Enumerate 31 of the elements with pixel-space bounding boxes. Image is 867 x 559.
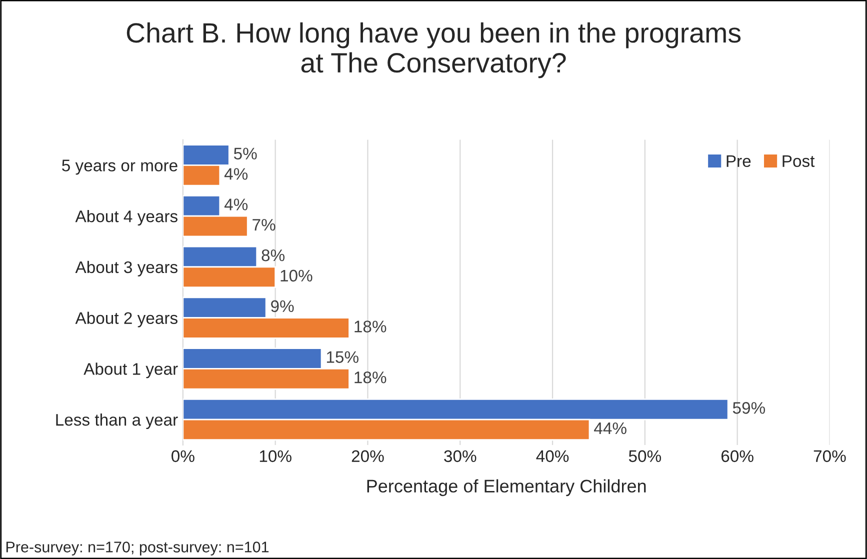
y-tick-label: 5 years or more — [62, 160, 178, 175]
data-label: 9% — [271, 300, 294, 312]
x-tick-label: 50% — [628, 450, 662, 462]
data-label: 4% — [224, 168, 248, 180]
y-tick-label: About 2 years — [75, 312, 178, 328]
x-tick-label: 40% — [536, 450, 569, 462]
data-label: 8% — [262, 249, 285, 262]
data-label: 18% — [354, 320, 386, 332]
data-label: 4% — [224, 198, 248, 210]
legend-label: Pre — [726, 155, 751, 167]
y-tick-label: Less than a year — [56, 413, 178, 430]
x-tick-label: 0% — [172, 450, 194, 462]
data-label: 18% — [354, 372, 386, 384]
data-label: 7% — [252, 218, 276, 231]
x-tick-label: 30% — [444, 450, 476, 462]
text: Pre-survey: n=170; post-survey: n=101 — [6, 542, 269, 556]
data-label: 5% — [234, 148, 257, 160]
data-label: 59% — [732, 402, 766, 414]
data-label: 15% — [326, 351, 358, 363]
y-tick-label: About 3 years — [75, 260, 178, 276]
legend-label: Post — [782, 155, 815, 167]
x-tick-label: 60% — [721, 450, 754, 462]
x-tick-label: 70% — [814, 450, 846, 462]
x-tick-label: 20% — [352, 450, 384, 462]
x-axis-title: Percentage of Elementary Children — [367, 479, 646, 496]
y-tick-label: About 1 year — [84, 362, 178, 378]
data-label: 10% — [280, 270, 312, 282]
chart-title: Chart B. How long have you been in the programs at The Conservatory? — [126, 22, 741, 78]
x-tick-label: 10% — [260, 450, 292, 462]
y-tick-label: About 4 years — [75, 210, 178, 226]
data-label: 44% — [594, 422, 626, 434]
